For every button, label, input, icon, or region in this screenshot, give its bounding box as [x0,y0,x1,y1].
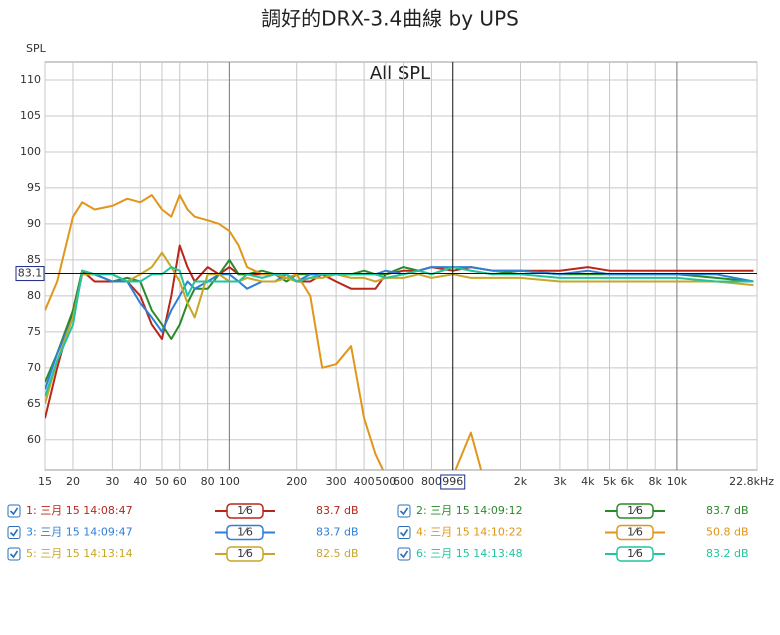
legend-check [399,507,409,516]
legend-checkbox [7,547,21,561]
x-tick-label: 20 [66,475,80,488]
smoothing-box [616,503,654,519]
cursor-x-label: 996 [442,475,463,488]
smoothing-box [226,546,264,562]
series-line [45,266,754,397]
legend-check [9,550,19,559]
legend-readout: 50.8 dB [706,526,749,539]
x-tick-label: 200 [286,475,307,488]
y-tick-label: 75 [27,325,41,338]
x-tick-label: 30 [105,475,119,488]
legend-item[interactable]: 2: 三月 15 14:09:12 1⁄6 83.7 dB [397,503,749,519]
smoothing-box [616,546,654,562]
x-tick-label: 22.8kHz [729,475,774,488]
legend-checkbox [397,504,411,518]
y-tick-label: 105 [20,109,41,122]
legend-label: 6: 三月 15 14:13:48 [416,547,523,560]
annotation: All SPL [370,63,430,84]
cursor-y-box [15,266,45,282]
smoothing-label: 1⁄6 [237,547,253,560]
x-tick-label: 800 [421,475,442,488]
legend-readout: 83.7 dB [706,504,749,517]
legend-label: 3: 三月 15 14:09:47 [26,526,133,539]
x-tick-label: 50 [155,475,169,488]
legend-item[interactable]: 1: 三月 15 14:08:47 1⁄6 83.7 dB [7,503,359,519]
smoothing-box [226,503,264,519]
legend-check [399,550,409,559]
grid: 60 65 70 75 80 85 90 95 100 105 110 15 20 30 40 50 60 80 1… [20,62,774,488]
y-tick-label: 65 [27,397,41,410]
legend-label: 2: 三月 15 14:09:12 [416,504,523,517]
legend-checkbox [7,526,21,539]
smoothing-label: 1⁄6 [627,504,643,517]
x-tick-label: 10k [667,475,688,488]
legend-label: 1: 三月 15 14:08:47 [26,504,133,517]
plot-area [44,61,758,471]
smoothing-label: 1⁄6 [627,547,643,560]
legend-checkbox [397,547,411,561]
cursor-y-label: 83.1 [18,267,43,280]
x-tick-label: 400 [354,475,375,488]
smoothing-box [616,524,654,541]
y-tick-label: 80 [27,289,41,302]
legend-item[interactable]: 3: 三月 15 14:09:47 1⁄6 83.7 dB [7,524,359,541]
x-tick-label: 2k [514,475,528,488]
x-tick-label: 40 [133,475,147,488]
x-tick-label: 80 [201,475,215,488]
legend-check [9,507,19,516]
legend-item[interactable]: 6: 三月 15 14:13:48 1⁄6 83.2 dB [397,546,749,562]
x-tick-label: 300 [326,475,347,488]
smoothing-label: 1⁄6 [237,526,253,539]
x-tick-label: 15 [38,475,52,488]
smoothing-label: 1⁄6 [237,504,253,517]
smoothing-box [226,524,264,541]
x-tick-label: 60 [173,475,187,488]
y-tick-label: 95 [27,181,41,194]
y-tick-label: 90 [27,217,41,230]
y-tick-label: 70 [27,361,41,374]
legend-checkbox [7,504,21,518]
x-tick-label: 8k [649,475,663,488]
smoothing-label: 1⁄6 [627,526,643,539]
y-axis-label: SPL [26,42,47,55]
y-tick-label: 110 [20,73,41,86]
legend-check [399,529,409,537]
legend-readout: 83.2 dB [706,547,749,560]
legend-check [9,529,19,537]
y-tick-label: 85 [27,253,41,266]
x-tick-label: 5k [603,475,617,488]
legend-readout: 83.7 dB [316,504,359,517]
legend-checkbox [397,526,411,539]
y-tick-label: 60 [27,433,41,446]
legend-label: 5: 三月 15 14:13:14 [26,547,133,560]
chart-title: 調好的DRX-3.4曲線 by UPS [261,7,519,31]
x-tick-label: 3k [553,475,567,488]
x-tick-label: 4k [581,475,595,488]
legend-item[interactable]: 4: 三月 15 14:10:22 1⁄6 50.8 dB [397,524,749,541]
legend-readout: 83.7 dB [316,526,359,539]
y-tick-label: 100 [20,145,41,158]
x-tick-label: 6k [621,475,635,488]
series-line [45,194,483,470]
cursor-x-box [440,474,466,490]
legend-item[interactable]: 5: 三月 15 14:13:14 1⁄6 82.5 dB [7,546,359,562]
x-tick-label: 500 [375,475,396,488]
x-tick-label: 600 [393,475,414,488]
x-tick-label: 100 [219,475,240,488]
legend-readout: 82.5 dB [316,547,359,560]
overlay: 83.1 996 [15,62,757,490]
legend-label: 4: 三月 15 14:10:22 [416,526,523,539]
